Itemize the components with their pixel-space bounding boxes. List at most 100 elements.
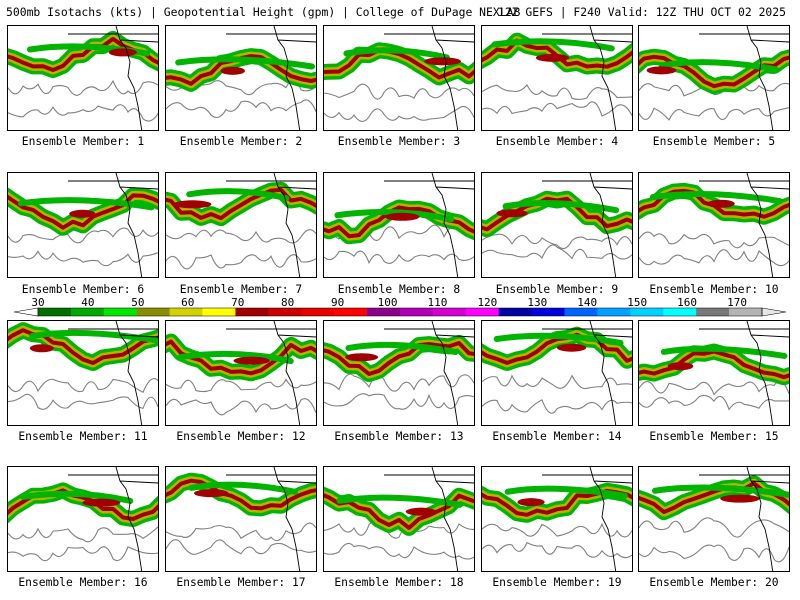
- colorbar-swatch: [663, 308, 697, 316]
- member-label: Ensemble Member: 8: [337, 283, 461, 296]
- member-label: Ensemble Member: 18: [334, 576, 464, 589]
- isotach-map: [482, 467, 632, 571]
- coastline: [542, 321, 632, 425]
- colorbar-arrow-low: [13, 307, 39, 317]
- member-label: Ensemble Member: 12: [176, 430, 306, 443]
- member-label: Ensemble Member: 6: [21, 283, 145, 296]
- isotach-map: [8, 26, 158, 130]
- height-contour: [482, 522, 632, 538]
- jet-core: [82, 498, 121, 507]
- isotach-band: [166, 187, 316, 221]
- coastline: [542, 173, 632, 277]
- colorbar-tick-label: 70: [231, 296, 244, 309]
- jet-core: [233, 356, 270, 365]
- height-contour: [166, 398, 316, 416]
- jet-core: [405, 507, 437, 516]
- ensemble-member-map: [481, 25, 633, 131]
- coastline: [226, 467, 316, 571]
- jet-core: [496, 209, 528, 218]
- jet-core: [707, 199, 735, 208]
- coastline: [699, 321, 789, 425]
- member-label: Ensemble Member: 3: [337, 135, 461, 148]
- colorbar-tick-label: 160: [677, 296, 697, 309]
- colorbar-tick-label: 90: [331, 296, 344, 309]
- height-contour: [639, 82, 789, 97]
- isotach-map: [639, 467, 789, 571]
- height-contour: [166, 99, 316, 119]
- isotach-band: [649, 190, 784, 205]
- colorbar-tick-label: 120: [477, 296, 497, 309]
- colorbar-arrow-high: [761, 307, 787, 317]
- height-contour: [166, 229, 316, 244]
- model-run-info: 12Z GEFS | F240 Valid: 12Z THU OCT 02 20…: [497, 5, 786, 19]
- colorbar-swatch: [729, 308, 763, 316]
- colorbar-tick-label: 50: [131, 296, 144, 309]
- colorbar-swatch: [400, 308, 434, 316]
- height-contour: [639, 394, 789, 411]
- ensemble-member-map: [481, 172, 633, 278]
- coastline: [384, 173, 474, 277]
- coastline: [542, 26, 632, 130]
- isotach-band: [18, 197, 155, 211]
- isotach-band: [504, 485, 628, 499]
- colorbar-swatch: [136, 308, 170, 316]
- height-contour: [639, 544, 789, 563]
- member-label: Ensemble Member: 19: [492, 576, 622, 589]
- coastline: [384, 26, 474, 130]
- ensemble-member-map: [638, 466, 790, 572]
- colorbar-tick-label: 170: [727, 296, 747, 309]
- height-contour: [324, 520, 474, 539]
- jet-core: [646, 66, 677, 75]
- jet-core: [720, 494, 760, 503]
- isotach-band: [502, 200, 620, 214]
- coastline: [226, 321, 316, 425]
- jet-core: [194, 489, 229, 498]
- jet-core: [69, 209, 96, 218]
- coastline: [384, 467, 474, 571]
- isotach-band: [334, 209, 455, 223]
- jet-core: [345, 353, 379, 362]
- isotach-map: [639, 26, 789, 130]
- colorbar-swatch: [202, 308, 236, 316]
- colorbar-swatch: [235, 308, 269, 316]
- isotach-band: [324, 341, 474, 376]
- colorbar-swatch: [103, 308, 138, 316]
- colorbar-swatch: [531, 308, 565, 316]
- colorbar-tick-label: 110: [428, 296, 448, 309]
- member-label: Ensemble Member: 2: [179, 135, 303, 148]
- ensemble-member-map: [165, 320, 317, 426]
- jet-core: [517, 498, 545, 507]
- height-contour: [639, 380, 789, 396]
- height-contour: [324, 250, 474, 265]
- height-contour: [482, 244, 632, 260]
- coastline: [226, 26, 316, 130]
- ensemble-member-map: [323, 466, 475, 572]
- member-label: Ensemble Member: 17: [176, 576, 306, 589]
- isotach-band: [324, 48, 474, 80]
- isotach-map: [482, 321, 632, 425]
- isotach-band: [8, 328, 158, 365]
- member-label: Ensemble Member: 10: [649, 283, 779, 296]
- colorbar-swatch: [268, 308, 302, 316]
- isotach-map: [324, 26, 474, 130]
- colorbar-outline: [37, 307, 763, 317]
- colorbar-tick-label: 30: [31, 296, 44, 309]
- header: 500mb Isotachs (kts) | Geopotential Heig…: [0, 0, 800, 22]
- colorbar-swatch: [334, 308, 368, 316]
- member-label: Ensemble Member: 9: [495, 283, 619, 296]
- colorbar-tick-label: 100: [378, 296, 398, 309]
- isotach-map: [8, 467, 158, 571]
- member-label: Ensemble Member: 4: [495, 135, 619, 148]
- height-contour: [324, 542, 474, 560]
- isotach-band: [175, 56, 316, 70]
- ensemble-member-map: [638, 320, 790, 426]
- colorbar-tick-label: 40: [81, 296, 94, 309]
- colorbar-swatch: [564, 308, 598, 316]
- height-contour: [482, 374, 632, 390]
- isotach-band: [29, 329, 158, 344]
- jet-core: [172, 200, 212, 209]
- height-contour: [482, 541, 632, 559]
- colorbar-swatch: [630, 308, 664, 316]
- map-title: 500mb Isotachs (kts) | Geopotential Heig…: [6, 5, 521, 19]
- isotach-map: [324, 467, 474, 571]
